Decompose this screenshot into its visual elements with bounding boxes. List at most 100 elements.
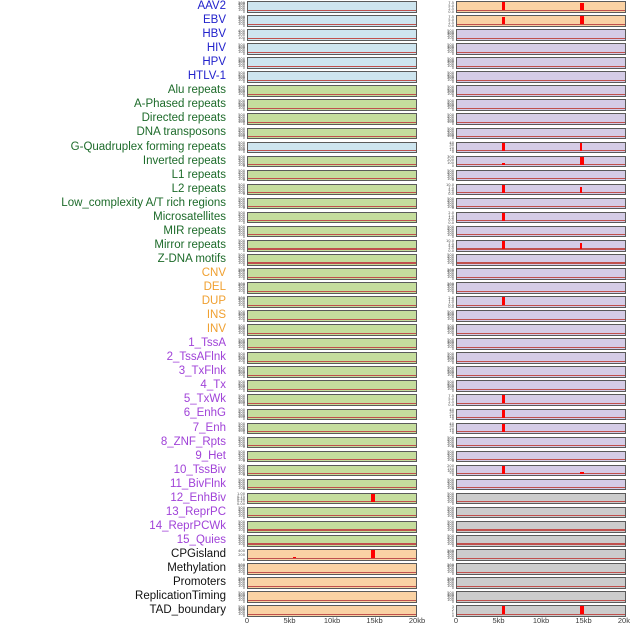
- track-label[interactable]: 11_BivFlnk: [169, 477, 226, 490]
- track-label[interactable]: AAV2: [197, 0, 226, 12]
- track-panel-left[interactable]: [247, 506, 417, 519]
- track-label[interactable]: 8_ZNF_Rpts: [160, 435, 226, 448]
- track-panel-left[interactable]: [247, 1, 417, 13]
- track-label[interactable]: DNA transposons: [136, 126, 227, 139]
- track-label[interactable]: 1_TssA: [188, 337, 226, 350]
- track-label[interactable]: Methylation: [167, 562, 226, 574]
- track-panel-left[interactable]: [247, 197, 417, 210]
- track-panel-left[interactable]: [247, 43, 417, 55]
- track-label[interactable]: HBV: [202, 28, 226, 41]
- track-label[interactable]: HPV: [202, 56, 226, 69]
- track-label[interactable]: Microsatellites: [153, 210, 226, 223]
- track-panel-right[interactable]: [456, 127, 626, 140]
- track-label[interactable]: Promoters: [172, 576, 226, 589]
- track-panel-left[interactable]: [247, 113, 417, 126]
- track-label[interactable]: 15_Quies: [176, 533, 226, 546]
- track-panel-right[interactable]: [456, 239, 626, 252]
- track-label[interactable]: 7_Enh: [192, 421, 226, 434]
- track-panel-left[interactable]: [247, 464, 417, 477]
- track-label[interactable]: 9_Het: [195, 449, 226, 462]
- track-panel-right[interactable]: [456, 282, 626, 294]
- track-panel-right[interactable]: [456, 492, 626, 505]
- track-label[interactable]: CPGisland: [171, 547, 226, 560]
- track-label[interactable]: CNV: [201, 266, 226, 279]
- track-panel-right[interactable]: [456, 310, 626, 322]
- track-label[interactable]: 13_ReprPC: [165, 505, 226, 518]
- track-panel-right[interactable]: [456, 520, 626, 533]
- track-label[interactable]: 2_TssAFlnk: [166, 351, 226, 364]
- track-panel-right[interactable]: [456, 71, 626, 83]
- track-panel-left[interactable]: [247, 141, 417, 154]
- track-panel-left[interactable]: [247, 15, 417, 27]
- track-panel-right[interactable]: [456, 43, 626, 55]
- track-panel-left[interactable]: [247, 85, 417, 97]
- track-label[interactable]: TAD_boundary: [149, 604, 227, 617]
- track-label[interactable]: Low_complexity A/T rich regions: [61, 196, 226, 209]
- track-panel-left[interactable]: [247, 352, 417, 364]
- track-panel-left[interactable]: [247, 99, 417, 112]
- track-panel-left[interactable]: [247, 436, 417, 449]
- track-panel-right[interactable]: [456, 591, 626, 603]
- track-panel-right[interactable]: [456, 408, 626, 421]
- track-panel-left[interactable]: [247, 549, 417, 561]
- track-panel-right[interactable]: [456, 57, 626, 69]
- track-panel-left[interactable]: [247, 394, 417, 407]
- track-panel-left[interactable]: [247, 127, 417, 140]
- track-panel-left[interactable]: [247, 268, 417, 280]
- track-panel-left[interactable]: [247, 380, 417, 393]
- track-panel-left[interactable]: [247, 422, 417, 435]
- track-label[interactable]: ReplicationTiming: [135, 590, 226, 603]
- track-panel-left[interactable]: [247, 478, 417, 491]
- track-panel-left[interactable]: [247, 450, 417, 463]
- track-panel-left[interactable]: [247, 296, 417, 308]
- track-label[interactable]: DUP: [201, 295, 226, 308]
- track-panel-left[interactable]: [247, 155, 417, 168]
- track-panel-left[interactable]: [247, 183, 417, 196]
- track-panel-right[interactable]: [456, 253, 626, 266]
- track-label[interactable]: 12_EnhBiv: [170, 491, 226, 504]
- track-panel-right[interactable]: [456, 29, 626, 41]
- track-panel-right[interactable]: [456, 338, 626, 350]
- track-label[interactable]: Mirror repeats: [154, 238, 226, 251]
- track-panel-right[interactable]: [456, 99, 626, 112]
- track-label[interactable]: 4_Tx: [200, 379, 226, 392]
- track-panel-right[interactable]: [456, 1, 626, 13]
- track-panel-right[interactable]: [456, 422, 626, 435]
- track-panel-left[interactable]: [247, 225, 417, 238]
- track-panel-right[interactable]: [456, 183, 626, 196]
- track-panel-left[interactable]: [247, 591, 417, 603]
- track-label[interactable]: MIR repeats: [163, 224, 226, 237]
- track-label[interactable]: L1 repeats: [171, 168, 226, 181]
- track-label[interactable]: 6_EnhG: [183, 407, 226, 420]
- track-panel-left[interactable]: [247, 534, 417, 547]
- track-label[interactable]: EBV: [202, 14, 226, 27]
- track-panel-left[interactable]: [247, 563, 417, 575]
- track-panel-right[interactable]: [456, 169, 626, 182]
- track-panel-right[interactable]: [456, 464, 626, 477]
- track-label[interactable]: Directed repeats: [141, 112, 226, 125]
- track-label[interactable]: Z-DNA motifs: [157, 252, 226, 265]
- track-label[interactable]: 3_TxFlnk: [178, 365, 226, 378]
- track-label[interactable]: INV: [206, 323, 226, 336]
- track-panel-right[interactable]: [456, 394, 626, 407]
- track-panel-right[interactable]: [456, 352, 626, 364]
- track-label[interactable]: Alu repeats: [167, 84, 226, 97]
- track-panel-left[interactable]: [247, 29, 417, 41]
- track-panel-right[interactable]: [456, 549, 626, 561]
- track-label[interactable]: A-Phased repeats: [133, 98, 226, 111]
- track-panel-right[interactable]: [456, 534, 626, 547]
- track-panel-left[interactable]: [247, 282, 417, 294]
- track-label[interactable]: INS: [206, 309, 226, 322]
- track-panel-right[interactable]: [456, 478, 626, 491]
- track-panel-right[interactable]: [456, 211, 626, 224]
- track-panel-right[interactable]: [456, 605, 626, 617]
- track-label[interactable]: Inverted repeats: [142, 154, 226, 167]
- track-panel-left[interactable]: [247, 408, 417, 421]
- track-panel-right[interactable]: [456, 577, 626, 589]
- track-panel-left[interactable]: [247, 324, 417, 336]
- track-label[interactable]: 14_ReprPCWk: [149, 519, 226, 532]
- track-panel-right[interactable]: [456, 197, 626, 210]
- track-label[interactable]: HTLV-1: [187, 70, 226, 83]
- track-panel-left[interactable]: [247, 239, 417, 252]
- track-label[interactable]: L2 repeats: [171, 182, 226, 195]
